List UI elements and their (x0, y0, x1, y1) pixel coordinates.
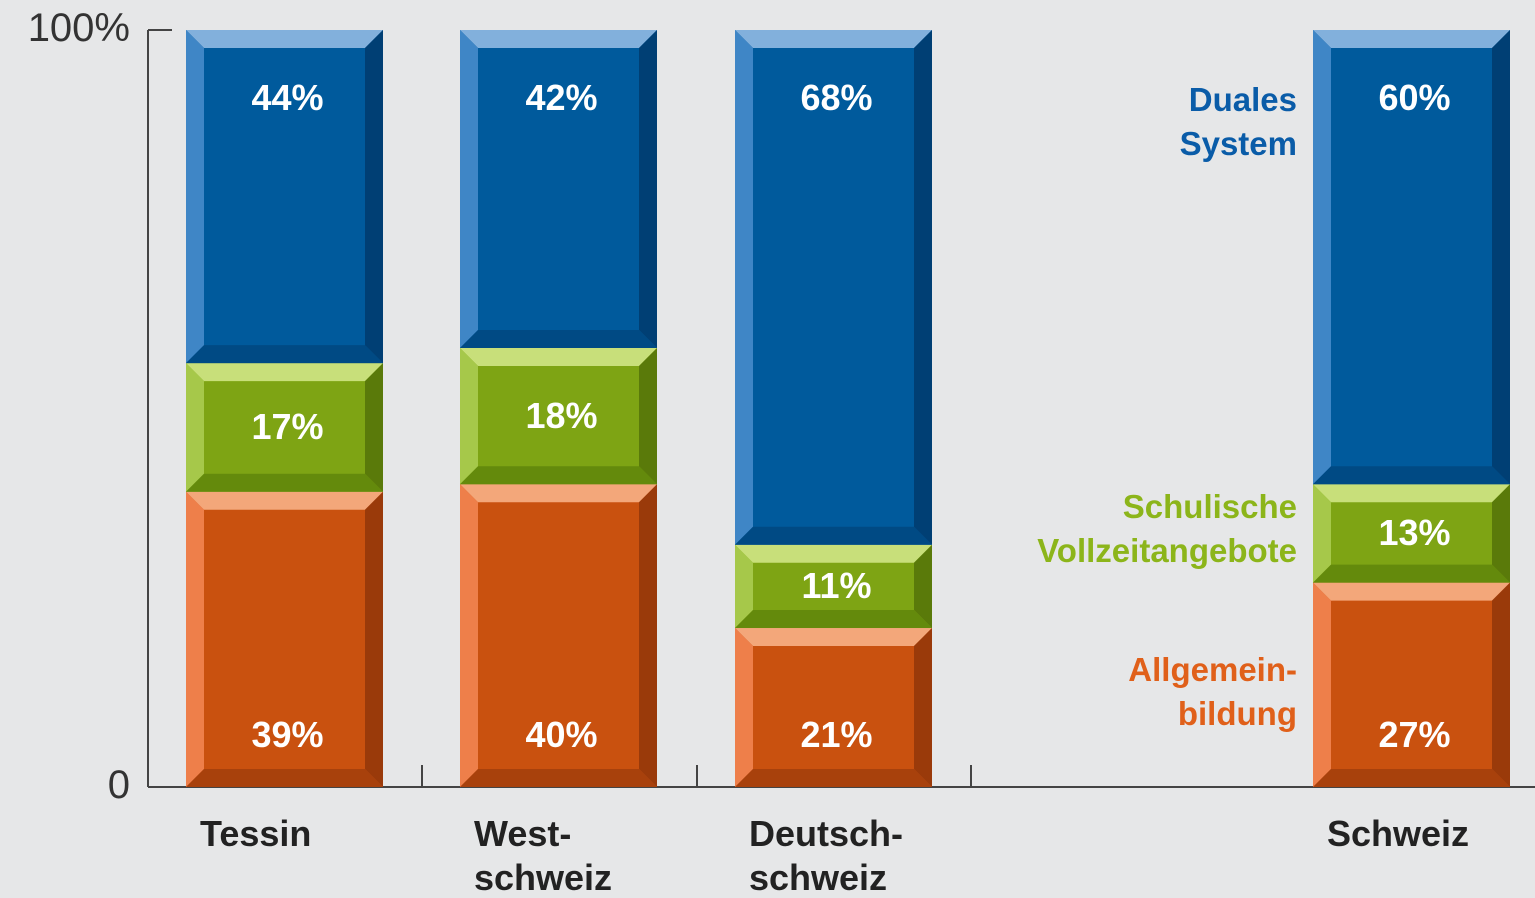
bevel-bottom (186, 345, 383, 364)
bevel-right (914, 30, 932, 545)
bar-segment (735, 30, 932, 545)
bevel-top (1313, 484, 1510, 503)
bevel-left (460, 30, 478, 348)
value-label: 68% (800, 77, 873, 118)
bevel-left (1313, 582, 1331, 787)
value-label: 11% (801, 565, 872, 607)
legend-label: Allgemein- bildung (1128, 651, 1297, 732)
bevel-right (1492, 484, 1510, 583)
bevel-bottom (460, 329, 657, 348)
value-label: 27% (1378, 714, 1451, 755)
bevel-left (186, 363, 204, 492)
bevel-top (735, 628, 932, 647)
bevel-bottom (460, 769, 657, 787)
bevel-top (1313, 582, 1510, 601)
bar-segment (186, 491, 383, 787)
bevel-bottom (1313, 769, 1510, 787)
bevel-right (639, 484, 657, 787)
bar-segment (186, 30, 383, 364)
bevel-top (735, 544, 932, 563)
value-label: 40% (525, 714, 598, 755)
bevel-top (460, 347, 657, 366)
x-tick-label: Schweiz (1327, 813, 1470, 854)
bevel-top (186, 363, 383, 382)
bevel-bottom (735, 526, 932, 545)
bevel-bottom (186, 473, 383, 492)
bevel-left (1313, 30, 1331, 485)
bevel-left (460, 484, 478, 787)
bevel-left (735, 628, 753, 787)
value-label: 60% (1378, 77, 1451, 118)
x-tick-label: Tessin (200, 813, 312, 854)
bevel-bottom (735, 769, 932, 787)
bar-segment (735, 628, 932, 787)
bevel-right (365, 491, 383, 787)
bevel-top (186, 30, 383, 48)
bevel-left (460, 347, 478, 485)
bevel-right (1492, 30, 1510, 485)
x-tick-label: West- schweiz (474, 813, 613, 898)
bevel-top (735, 30, 932, 48)
bevel-bottom (460, 466, 657, 485)
bevel-bottom (1313, 466, 1510, 485)
bevel-right (365, 30, 383, 364)
y-tick-label: 0 (107, 763, 130, 807)
y-tick-label: 100% (27, 6, 130, 50)
bevel-left (1313, 484, 1331, 583)
bevel-right (639, 347, 657, 485)
value-label: 13% (1378, 512, 1451, 554)
bar-segment (460, 347, 657, 485)
bevel-right (639, 30, 657, 348)
value-label: 39% (251, 714, 324, 755)
bevel-right (914, 544, 932, 629)
bevel-right (914, 628, 932, 787)
value-label: 44% (251, 77, 324, 118)
value-label: 18% (525, 395, 598, 437)
bar-segment (1313, 30, 1510, 485)
legend-label: Schulische Vollzeitangebote (1037, 488, 1297, 569)
bevel-bottom (186, 769, 383, 787)
bar-segment (460, 484, 657, 787)
bevel-left (735, 30, 753, 545)
bevel-top (460, 30, 657, 48)
bevel-left (186, 30, 204, 364)
bevel-right (1492, 582, 1510, 787)
value-label: 17% (251, 406, 324, 448)
value-label: 21% (800, 714, 873, 755)
bar-segment (1313, 582, 1510, 787)
bevel-left (186, 491, 204, 787)
bar-segment (186, 363, 383, 492)
bevel-bottom (1313, 564, 1510, 583)
value-label: 42% (525, 77, 598, 118)
bevel-top (186, 491, 383, 510)
bevel-top (1313, 30, 1510, 48)
x-tick-label: Deutsch- schweiz (749, 813, 904, 898)
bar-segment (460, 30, 657, 348)
legend-label: Duales System (1179, 81, 1297, 162)
bevel-top (460, 484, 657, 503)
bevel-right (365, 363, 383, 492)
bevel-bottom (735, 610, 932, 629)
bevel-left (735, 544, 753, 629)
